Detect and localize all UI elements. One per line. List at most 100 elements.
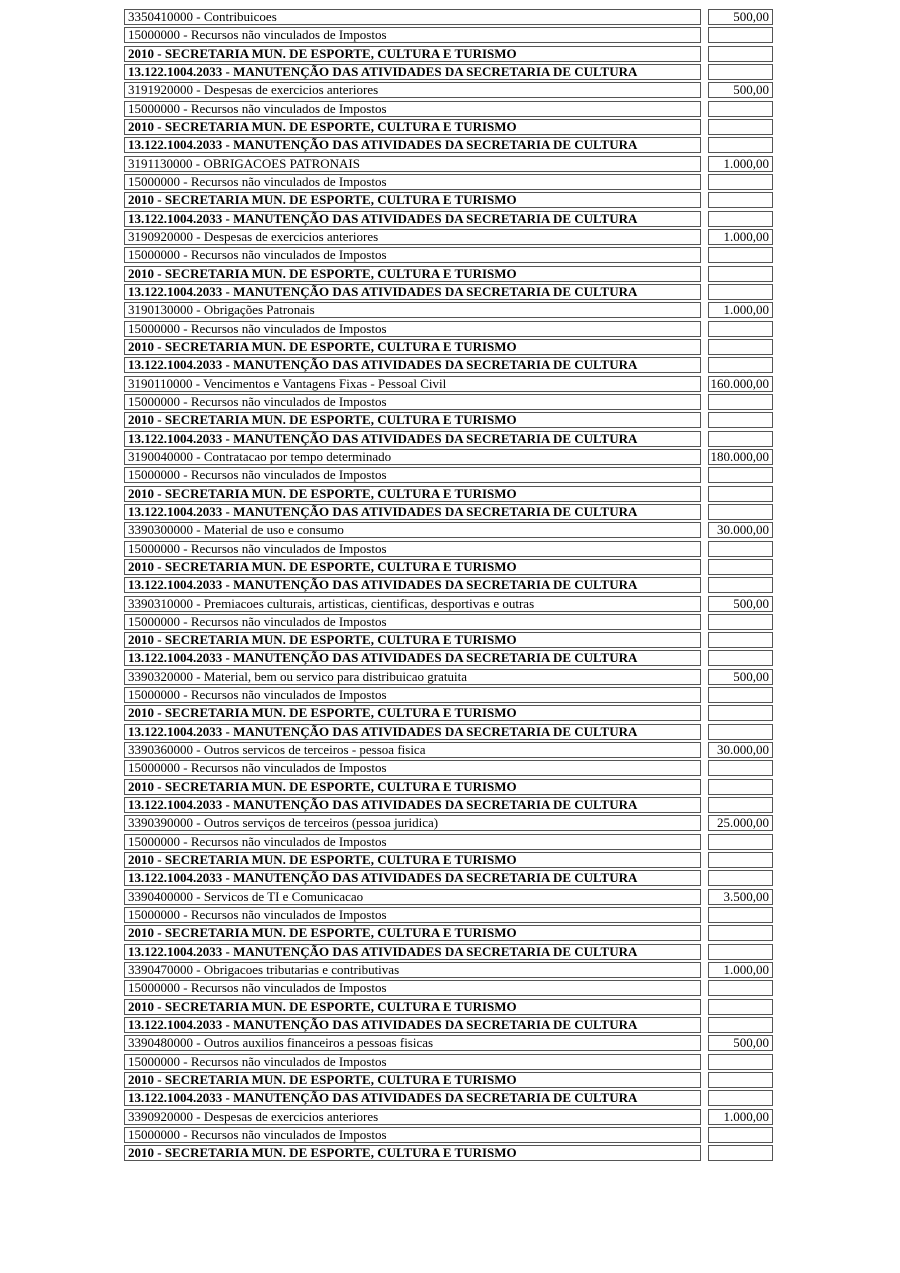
- row-value-cell: [708, 63, 773, 80]
- row-description-cell: 3390310000 - Premiacoes culturais, artis…: [124, 595, 701, 612]
- row-description-cell: 3390320000 - Material, bem ou servico pa…: [124, 668, 701, 685]
- row-description-cell: 2010 - SECRETARIA MUN. DE ESPORTE, CULTU…: [124, 485, 701, 502]
- row-description-cell: 13.122.1004.2033 - MANUTENÇÃO DAS ATIVID…: [124, 63, 701, 80]
- row-value-cell: 25.000,00: [708, 815, 773, 832]
- row-value-cell: [708, 998, 773, 1015]
- row-description-cell: 13.122.1004.2033 - MANUTENÇÃO DAS ATIVID…: [124, 210, 701, 227]
- row-value-cell: 500,00: [708, 82, 773, 99]
- row-value-cell: [708, 1127, 773, 1144]
- table-row: 13.122.1004.2033 - MANUTENÇÃO DAS ATIVID…: [124, 503, 773, 520]
- row-description-cell: 15000000 - Recursos não vinculados de Im…: [124, 393, 701, 410]
- row-value-cell: [708, 412, 773, 429]
- table-row: 2010 - SECRETARIA MUN. DE ESPORTE, CULTU…: [124, 1145, 773, 1162]
- row-value-cell: [708, 870, 773, 887]
- table-row: 2010 - SECRETARIA MUN. DE ESPORTE, CULTU…: [124, 192, 773, 209]
- row-value-cell: [708, 1145, 773, 1162]
- row-description-cell: 13.122.1004.2033 - MANUTENÇÃO DAS ATIVID…: [124, 650, 701, 667]
- row-description-cell: 13.122.1004.2033 - MANUTENÇÃO DAS ATIVID…: [124, 357, 701, 374]
- table-row: 2010 - SECRETARIA MUN. DE ESPORTE, CULTU…: [124, 1072, 773, 1089]
- row-description-cell: 3190130000 - Obrigações Patronais: [124, 302, 701, 319]
- row-description-cell: 2010 - SECRETARIA MUN. DE ESPORTE, CULTU…: [124, 998, 701, 1015]
- row-description-cell: 13.122.1004.2033 - MANUTENÇÃO DAS ATIVID…: [124, 503, 701, 520]
- row-value-cell: [708, 833, 773, 850]
- row-value-cell: 1.000,00: [708, 1108, 773, 1125]
- table-row: 13.122.1004.2033 - MANUTENÇÃO DAS ATIVID…: [124, 870, 773, 887]
- row-description-cell: 15000000 - Recursos não vinculados de Im…: [124, 1053, 701, 1070]
- row-description-cell: 2010 - SECRETARIA MUN. DE ESPORTE, CULTU…: [124, 632, 701, 649]
- row-value-cell: 500,00: [708, 1035, 773, 1052]
- row-description-cell: 15000000 - Recursos não vinculados de Im…: [124, 907, 701, 924]
- row-description-cell: 15000000 - Recursos não vinculados de Im…: [124, 760, 701, 777]
- table-row: 15000000 - Recursos não vinculados de Im…: [124, 907, 773, 924]
- row-value-cell: 3.500,00: [708, 888, 773, 905]
- row-description-cell: 3350410000 - Contribuicoes: [124, 9, 701, 25]
- table-row: 3190920000 - Despesas de exercicios ante…: [124, 228, 773, 245]
- table-row: 3390300000 - Material de uso e consumo 3…: [124, 522, 773, 539]
- table-row: 2010 - SECRETARIA MUN. DE ESPORTE, CULTU…: [124, 705, 773, 722]
- row-value-cell: [708, 650, 773, 667]
- table-row: 3390470000 - Obrigacoes tributarias e co…: [124, 962, 773, 979]
- table-row: 3190040000 - Contratacao por tempo deter…: [124, 448, 773, 465]
- row-description-cell: 13.122.1004.2033 - MANUTENÇÃO DAS ATIVID…: [124, 283, 701, 300]
- table-row: 13.122.1004.2033 - MANUTENÇÃO DAS ATIVID…: [124, 943, 773, 960]
- row-value-cell: [708, 778, 773, 795]
- row-description-cell: 13.122.1004.2033 - MANUTENÇÃO DAS ATIVID…: [124, 1017, 701, 1034]
- row-value-cell: 500,00: [708, 668, 773, 685]
- table-row: 3390920000 - Despesas de exercicios ante…: [124, 1108, 773, 1125]
- row-value-cell: 1.000,00: [708, 155, 773, 172]
- table-row: 2010 - SECRETARIA MUN. DE ESPORTE, CULTU…: [124, 632, 773, 649]
- row-description-cell: 3190920000 - Despesas de exercicios ante…: [124, 228, 701, 245]
- row-description-cell: 3390360000 - Outros servicos de terceiro…: [124, 742, 701, 759]
- table-row: 2010 - SECRETARIA MUN. DE ESPORTE, CULTU…: [124, 558, 773, 575]
- table-row: 13.122.1004.2033 - MANUTENÇÃO DAS ATIVID…: [124, 430, 773, 447]
- table-row: 13.122.1004.2033 - MANUTENÇÃO DAS ATIVID…: [124, 283, 773, 300]
- row-value-cell: 1.000,00: [708, 962, 773, 979]
- row-value-cell: [708, 687, 773, 704]
- row-value-cell: 1.000,00: [708, 228, 773, 245]
- row-description-cell: 15000000 - Recursos não vinculados de Im…: [124, 687, 701, 704]
- table-row: 2010 - SECRETARIA MUN. DE ESPORTE, CULTU…: [124, 412, 773, 429]
- row-description-cell: 2010 - SECRETARIA MUN. DE ESPORTE, CULTU…: [124, 1145, 701, 1162]
- table-row: 3390320000 - Material, bem ou servico pa…: [124, 668, 773, 685]
- row-value-cell: [708, 210, 773, 227]
- row-description-cell: 15000000 - Recursos não vinculados de Im…: [124, 980, 701, 997]
- row-description-cell: 15000000 - Recursos não vinculados de Im…: [124, 320, 701, 337]
- row-value-cell: [708, 852, 773, 869]
- table-row: 13.122.1004.2033 - MANUTENÇÃO DAS ATIVID…: [124, 577, 773, 594]
- table-row: 2010 - SECRETARIA MUN. DE ESPORTE, CULTU…: [124, 778, 773, 795]
- row-description-cell: 3191920000 - Despesas de exercicios ante…: [124, 82, 701, 99]
- row-description-cell: 2010 - SECRETARIA MUN. DE ESPORTE, CULTU…: [124, 558, 701, 575]
- row-value-cell: [708, 980, 773, 997]
- table-row: 13.122.1004.2033 - MANUTENÇÃO DAS ATIVID…: [124, 650, 773, 667]
- row-description-cell: 2010 - SECRETARIA MUN. DE ESPORTE, CULTU…: [124, 1072, 701, 1089]
- row-description-cell: 3390470000 - Obrigacoes tributarias e co…: [124, 962, 701, 979]
- row-description-cell: 3390920000 - Despesas de exercicios ante…: [124, 1108, 701, 1125]
- table-row: 2010 - SECRETARIA MUN. DE ESPORTE, CULTU…: [124, 265, 773, 282]
- row-description-cell: 15000000 - Recursos não vinculados de Im…: [124, 833, 701, 850]
- table-row: 15000000 - Recursos não vinculados de Im…: [124, 760, 773, 777]
- row-value-cell: [708, 632, 773, 649]
- row-description-cell: 15000000 - Recursos não vinculados de Im…: [124, 467, 701, 484]
- row-description-cell: 15000000 - Recursos não vinculados de Im…: [124, 27, 701, 44]
- row-description-cell: 15000000 - Recursos não vinculados de Im…: [124, 247, 701, 264]
- row-description-cell: 13.122.1004.2033 - MANUTENÇÃO DAS ATIVID…: [124, 723, 701, 740]
- table-row: 15000000 - Recursos não vinculados de Im…: [124, 833, 773, 850]
- table-row: 15000000 - Recursos não vinculados de Im…: [124, 1053, 773, 1070]
- row-value-cell: [708, 283, 773, 300]
- row-description-cell: 2010 - SECRETARIA MUN. DE ESPORTE, CULTU…: [124, 265, 701, 282]
- row-value-cell: 500,00: [708, 595, 773, 612]
- row-description-cell: 2010 - SECRETARIA MUN. DE ESPORTE, CULTU…: [124, 45, 701, 62]
- row-value-cell: [708, 797, 773, 814]
- table-row: 2010 - SECRETARIA MUN. DE ESPORTE, CULTU…: [124, 45, 773, 62]
- row-value-cell: [708, 118, 773, 135]
- table-row: 2010 - SECRETARIA MUN. DE ESPORTE, CULTU…: [124, 338, 773, 355]
- row-value-cell: [708, 943, 773, 960]
- row-value-cell: [708, 558, 773, 575]
- row-value-cell: [708, 265, 773, 282]
- row-value-cell: [708, 338, 773, 355]
- row-value-cell: [708, 192, 773, 209]
- table-row: 15000000 - Recursos não vinculados de Im…: [124, 687, 773, 704]
- row-description-cell: 15000000 - Recursos não vinculados de Im…: [124, 100, 701, 117]
- row-value-cell: [708, 173, 773, 190]
- row-value-cell: [708, 540, 773, 557]
